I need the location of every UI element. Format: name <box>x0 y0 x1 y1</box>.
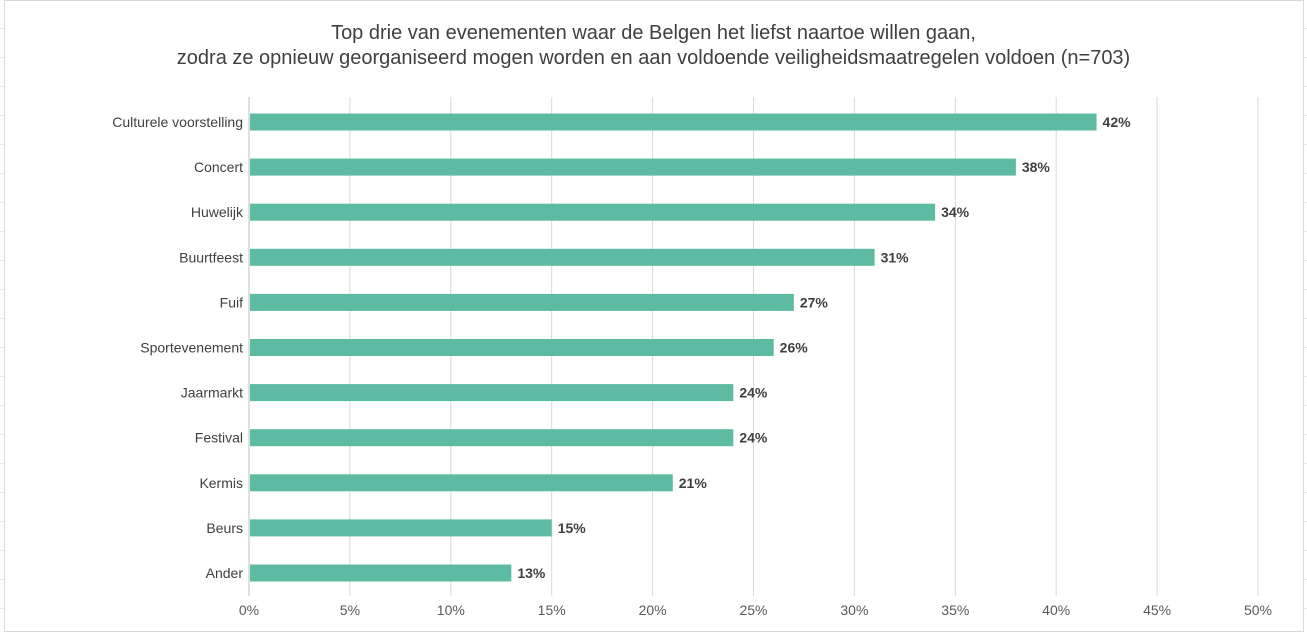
category-label: Fuif <box>220 294 243 310</box>
bar[interactable] <box>250 248 875 266</box>
x-tick-label: 35% <box>941 602 969 618</box>
chart-title-line-2: zodra ze opnieuw georganiseerd mogen wor… <box>176 47 1131 69</box>
bar[interactable] <box>250 339 774 356</box>
category-label: Beurs <box>206 520 243 536</box>
data-label: 26% <box>780 340 809 356</box>
x-tick-label: 45% <box>1143 602 1171 618</box>
data-label: 34% <box>941 204 970 220</box>
bar[interactable] <box>250 113 1097 131</box>
bar[interactable] <box>250 474 673 492</box>
data-label: 13% <box>517 565 546 581</box>
data-label: 31% <box>881 249 910 265</box>
category-label: Festival <box>195 430 243 446</box>
data-label: 27% <box>800 294 829 310</box>
category-label: Ander <box>206 565 244 581</box>
chart-title-line-1: Top drie van evenementen waar de Belgen … <box>331 22 976 44</box>
data-label: 15% <box>558 520 587 536</box>
category-label: Kermis <box>199 475 243 491</box>
data-label: 24% <box>739 385 768 401</box>
data-label: 38% <box>1022 159 1051 175</box>
bar[interactable] <box>250 293 794 311</box>
bar[interactable] <box>250 384 734 402</box>
x-tick-label: 30% <box>840 602 868 618</box>
x-tick-label: 50% <box>1244 602 1272 618</box>
x-tick-label: 5% <box>340 602 360 618</box>
category-label: Culturele voorstelling <box>112 114 243 130</box>
bar[interactable] <box>250 429 734 447</box>
x-tick-label: 20% <box>639 602 667 618</box>
data-label: 21% <box>679 475 708 491</box>
category-label: Huwelijk <box>191 204 244 220</box>
data-label: 24% <box>739 430 768 446</box>
x-tick-label: 40% <box>1042 602 1070 618</box>
x-tick-label: 25% <box>739 602 767 618</box>
bar[interactable] <box>250 158 1016 176</box>
bar[interactable] <box>250 564 512 582</box>
x-tick-label: 15% <box>538 602 566 618</box>
category-label: Concert <box>194 159 243 175</box>
chart-area[interactable] <box>4 0 1304 632</box>
x-tick-label: 0% <box>239 602 259 618</box>
category-label: Jaarmarkt <box>181 385 243 401</box>
category-label: Sportevenement <box>140 340 243 356</box>
bar[interactable] <box>250 519 552 537</box>
data-label: 42% <box>1103 114 1132 130</box>
category-label: Buurtfeest <box>179 249 243 265</box>
x-tick-label: 10% <box>437 602 465 618</box>
bar[interactable] <box>250 203 936 221</box>
